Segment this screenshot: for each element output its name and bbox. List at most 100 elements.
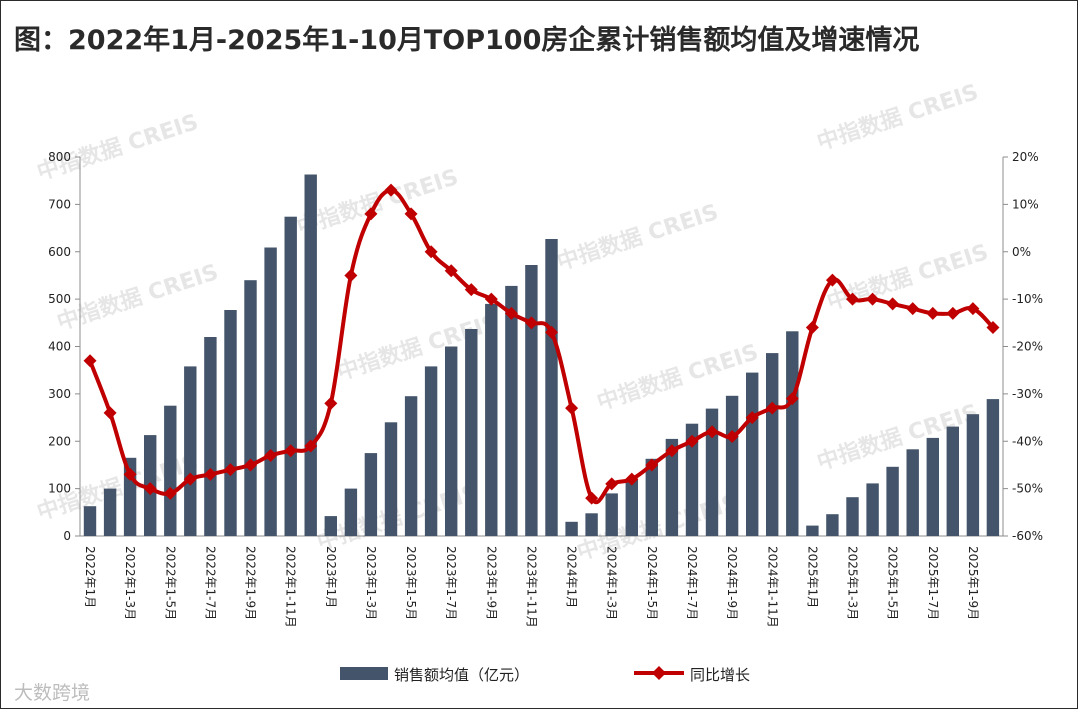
x-tick-label: 2024年1-9月 <box>725 546 739 620</box>
bar <box>806 525 819 536</box>
bar <box>264 247 277 536</box>
bar <box>966 414 980 536</box>
growth-point <box>565 401 579 415</box>
growth-point <box>545 325 559 339</box>
y2-tick-label: 20% <box>1012 150 1039 164</box>
bar <box>445 346 458 536</box>
growth-point <box>524 316 538 330</box>
bar <box>685 423 699 536</box>
bar <box>244 280 257 536</box>
bar <box>565 521 578 536</box>
x-tick-label: 2023年1-11月 <box>524 546 538 628</box>
growth-point <box>324 396 338 410</box>
y2-tick-label: -30% <box>1012 387 1043 401</box>
growth-point <box>825 273 839 287</box>
bar <box>705 408 719 536</box>
y-tick-label: 0 <box>63 529 71 543</box>
growth-point <box>685 434 699 448</box>
growth-point <box>203 467 217 481</box>
x-tick-label: 2025年1月 <box>805 546 819 608</box>
growth-point <box>725 430 739 444</box>
x-tick-label: 2022年1-7月 <box>203 546 217 620</box>
growth-line <box>88 188 995 505</box>
growth-point <box>123 467 137 481</box>
growth-point <box>424 245 438 259</box>
x-tick-label: 2024年1-7月 <box>685 546 699 620</box>
x-tick-label: 2024年1-3月 <box>605 546 619 620</box>
growth-point <box>986 321 1000 335</box>
x-tick-label: 2022年1-9月 <box>244 546 258 620</box>
watermark-text: 中指数据 CREIS <box>554 199 722 276</box>
x-tick-label: 2022年1-11月 <box>284 546 298 628</box>
bar <box>866 483 879 536</box>
x-tick-label: 2024年1月 <box>565 546 579 608</box>
x-tick-label: 2022年1-3月 <box>123 546 137 620</box>
y-tick-label: 300 <box>48 387 71 401</box>
x-tick-label: 2025年1-3月 <box>846 546 860 620</box>
y-tick-label: 600 <box>48 245 71 259</box>
y-tick-label: 100 <box>48 482 71 496</box>
bar <box>946 426 959 536</box>
growth-point <box>244 458 258 472</box>
x-tick-label: 2025年1-9月 <box>966 546 980 620</box>
bar <box>906 449 919 536</box>
bar <box>284 216 297 536</box>
brand-logo: 大数跨境 <box>14 682 91 704</box>
growth-point <box>284 444 298 458</box>
bar <box>786 331 799 536</box>
y2-tick-label: 10% <box>1012 197 1039 211</box>
growth-point <box>705 425 719 439</box>
bar <box>625 479 638 536</box>
growth-point <box>304 439 318 453</box>
growth-point <box>886 297 900 311</box>
y-tick-label: 400 <box>48 340 71 354</box>
bar <box>304 174 317 536</box>
growth-point <box>404 207 418 221</box>
y-tick-label: 500 <box>48 292 71 306</box>
growth-point <box>444 264 458 278</box>
growth-point <box>163 486 177 500</box>
growth-point <box>866 292 880 306</box>
bar <box>424 366 438 536</box>
x-tick-label: 2023年1-3月 <box>364 546 378 620</box>
y2-tick-label: -60% <box>1012 529 1043 543</box>
bar <box>404 396 418 536</box>
bar <box>525 265 538 536</box>
y-tick-label: 200 <box>48 434 71 448</box>
growth-point <box>484 292 498 306</box>
growth-point <box>183 472 197 486</box>
bar <box>645 458 658 536</box>
growth-point <box>625 472 639 486</box>
growth-point <box>785 392 799 406</box>
bar <box>766 353 779 536</box>
y2-tick-label: -50% <box>1012 482 1043 496</box>
bar <box>665 438 679 536</box>
growth-point <box>464 283 478 297</box>
bar <box>886 466 899 536</box>
bar <box>344 488 358 536</box>
growth-point <box>665 444 679 458</box>
legend-line-label: 同比增长 <box>690 666 750 684</box>
growth-point <box>223 463 237 477</box>
bar <box>83 506 97 536</box>
bar <box>826 514 839 536</box>
growth-point <box>805 321 819 335</box>
bar <box>725 395 739 536</box>
bar <box>204 337 217 536</box>
growth-point <box>364 207 378 221</box>
y2-tick-label: -10% <box>1012 292 1043 306</box>
growth-point <box>504 306 518 320</box>
y2-tick-label: -40% <box>1012 434 1043 448</box>
legend-bar-label: 销售额均值（亿元） <box>394 666 529 684</box>
bar <box>926 437 939 536</box>
x-tick-label: 2023年1月 <box>324 546 338 608</box>
x-tick-label: 2023年1-5月 <box>404 546 418 620</box>
x-tick-label: 2022年1-5月 <box>163 546 177 620</box>
bar <box>224 310 237 536</box>
growth-point <box>765 401 779 415</box>
growth-point <box>103 406 117 420</box>
y-tick-label: 800 <box>48 150 71 164</box>
growth-point <box>906 302 920 316</box>
legend-line-marker <box>652 666 666 680</box>
